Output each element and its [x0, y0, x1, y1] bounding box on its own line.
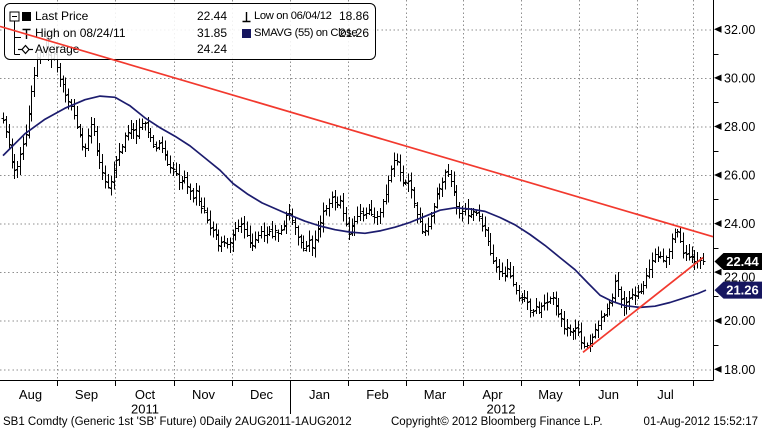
legend-value-low: 18.86: [338, 9, 369, 23]
legend-value-last-price: 22.44: [196, 9, 227, 23]
month-label: Aug: [19, 387, 42, 402]
chart-title: SB1 Comdty (Generic 1st 'SB' Future) 0Da…: [3, 416, 352, 428]
smavg-55-line: [2, 95, 707, 309]
year-label: 2012: [487, 402, 516, 417]
month-label: Jun: [598, 387, 619, 402]
legend-label-average: Average: [35, 42, 80, 56]
legend-label-high: High on 08/24/11: [35, 25, 126, 40]
y-tick-label: 30.00: [724, 71, 755, 85]
month-label: Oct: [135, 387, 156, 402]
y-tick-label: 32.00: [724, 23, 755, 37]
chart-legend: Last Price 22.44 High on 08/24/11 31.85 Aver…: [4, 3, 376, 60]
y-tick-label: 22.00: [724, 271, 755, 285]
legend-label-low: Low on 06/04/12: [254, 10, 332, 22]
month-label: Sep: [75, 387, 98, 402]
legend-label-last-price: Last Price: [35, 9, 89, 23]
y-tick-arrow: [714, 25, 722, 33]
month-label: Feb: [366, 387, 388, 402]
month-label: Jan: [309, 387, 330, 402]
year-label: 2011: [131, 402, 159, 417]
y-tick-arrow: [714, 123, 722, 130]
y-tick-arrow: [714, 365, 722, 373]
y-tick-label: 20.00: [724, 314, 755, 328]
month-label: Nov: [192, 387, 216, 402]
y-tick-label: 18.00: [724, 363, 755, 377]
y-tick-arrow: [714, 171, 722, 179]
month-label: Dec: [250, 387, 274, 402]
axes: [0, 0, 719, 414]
y-tick-label: 28.00: [724, 120, 755, 134]
ohlc-bars: [1, 32, 706, 353]
copyright-text: Copyright© 2012 Bloomberg Finance L.P.: [391, 416, 603, 428]
legend-value-smavg: 21.26: [338, 25, 369, 40]
legend-value-average: 24.24: [196, 42, 227, 56]
month-label: Jul: [657, 387, 674, 402]
y-tick-label: 24.00: [724, 217, 755, 231]
month-label: May: [538, 387, 563, 402]
y-tick-arrow: [714, 268, 722, 276]
y-tick-label: 26.00: [724, 169, 755, 183]
y-tick-arrow: [714, 317, 722, 325]
month-label: Apr: [482, 387, 503, 402]
timestamp: 01-Aug-2012 15:52:17: [643, 416, 758, 428]
y-tick-arrow: [714, 220, 722, 227]
month-label: Mar: [424, 387, 447, 402]
y-tick-arrow: [714, 74, 722, 82]
legend-value-high: 31.85: [196, 25, 227, 40]
